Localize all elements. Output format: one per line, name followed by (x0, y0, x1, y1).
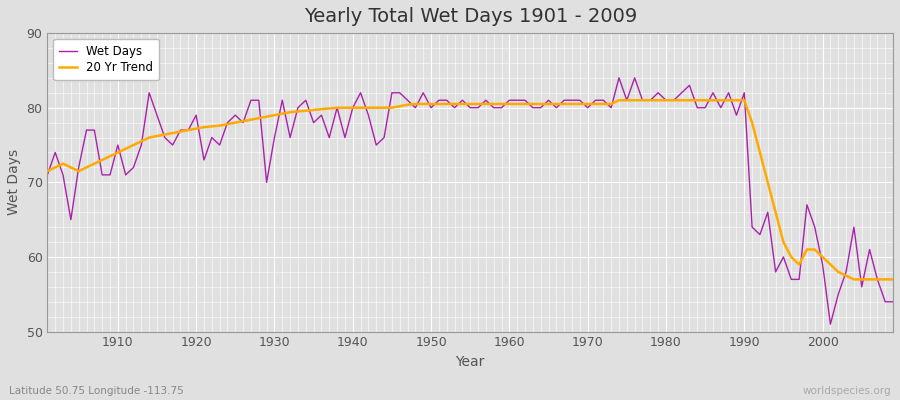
Wet Days (614, 76, 625, 80)
Wet Days (496, 105, 507, 110)
Y-axis label: Wet Days: Wet Days (7, 149, 21, 216)
Wet Days (42, 172, 53, 177)
Wet Days (104, 172, 115, 177)
Text: worldspecies.org: worldspecies.org (803, 386, 891, 396)
20 Yr Trend (104, 154, 115, 159)
Line: 20 Yr Trend: 20 Yr Trend (48, 100, 893, 279)
Wet Days (277, 98, 288, 103)
20 Yr Trend (277, 111, 288, 116)
Wet Days (324, 135, 335, 140)
20 Yr Trend (324, 106, 335, 111)
Wet Days (825, 322, 836, 326)
Line: Wet Days: Wet Days (48, 78, 893, 324)
Wet Days (887, 299, 898, 304)
Text: Latitude 50.75 Longitude -113.75: Latitude 50.75 Longitude -113.75 (9, 386, 184, 396)
20 Yr Trend (504, 102, 515, 106)
Wet Days (504, 98, 515, 103)
Title: Yearly Total Wet Days 1901 - 2009: Yearly Total Wet Days 1901 - 2009 (303, 7, 637, 26)
Legend: Wet Days, 20 Yr Trend: Wet Days, 20 Yr Trend (53, 39, 159, 80)
20 Yr Trend (849, 277, 859, 282)
Wet Days (598, 98, 608, 103)
20 Yr Trend (42, 169, 53, 174)
20 Yr Trend (614, 98, 625, 103)
X-axis label: Year: Year (455, 355, 485, 369)
20 Yr Trend (496, 102, 507, 106)
20 Yr Trend (887, 277, 898, 282)
20 Yr Trend (598, 102, 608, 106)
